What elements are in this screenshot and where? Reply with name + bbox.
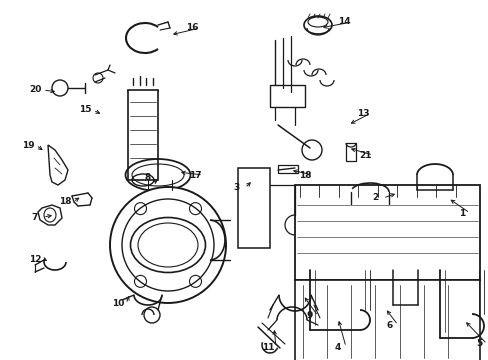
Polygon shape (38, 205, 62, 225)
Text: 4: 4 (334, 342, 341, 351)
Bar (278, 165, 297, 173)
Text: 2: 2 (371, 194, 377, 202)
Text: 18: 18 (298, 171, 311, 180)
Text: 5: 5 (475, 339, 481, 348)
Text: 12: 12 (29, 255, 41, 264)
Text: 9: 9 (306, 311, 312, 320)
Text: 20: 20 (29, 85, 41, 94)
Circle shape (110, 187, 225, 303)
Text: 14: 14 (337, 18, 349, 27)
Text: 21: 21 (358, 150, 370, 159)
Polygon shape (48, 145, 68, 185)
Text: 13: 13 (356, 108, 368, 117)
Text: 15: 15 (79, 105, 91, 114)
Bar (128, 90, 158, 180)
Text: 3: 3 (233, 184, 240, 193)
Text: 7: 7 (32, 212, 38, 221)
Text: 8: 8 (144, 172, 151, 181)
Bar (294, 185, 479, 280)
Text: 10: 10 (112, 300, 124, 309)
Text: 17: 17 (188, 171, 201, 180)
Text: 6: 6 (386, 320, 392, 329)
Text: 1: 1 (458, 208, 464, 217)
Text: 18: 18 (59, 198, 71, 207)
Text: 11: 11 (261, 342, 274, 351)
Bar (294, 280, 479, 360)
Bar (346, 143, 355, 161)
Text: 16: 16 (185, 23, 198, 32)
Ellipse shape (130, 217, 205, 273)
Bar (238, 168, 269, 248)
Text: 19: 19 (21, 140, 34, 149)
Bar (269, 85, 305, 107)
